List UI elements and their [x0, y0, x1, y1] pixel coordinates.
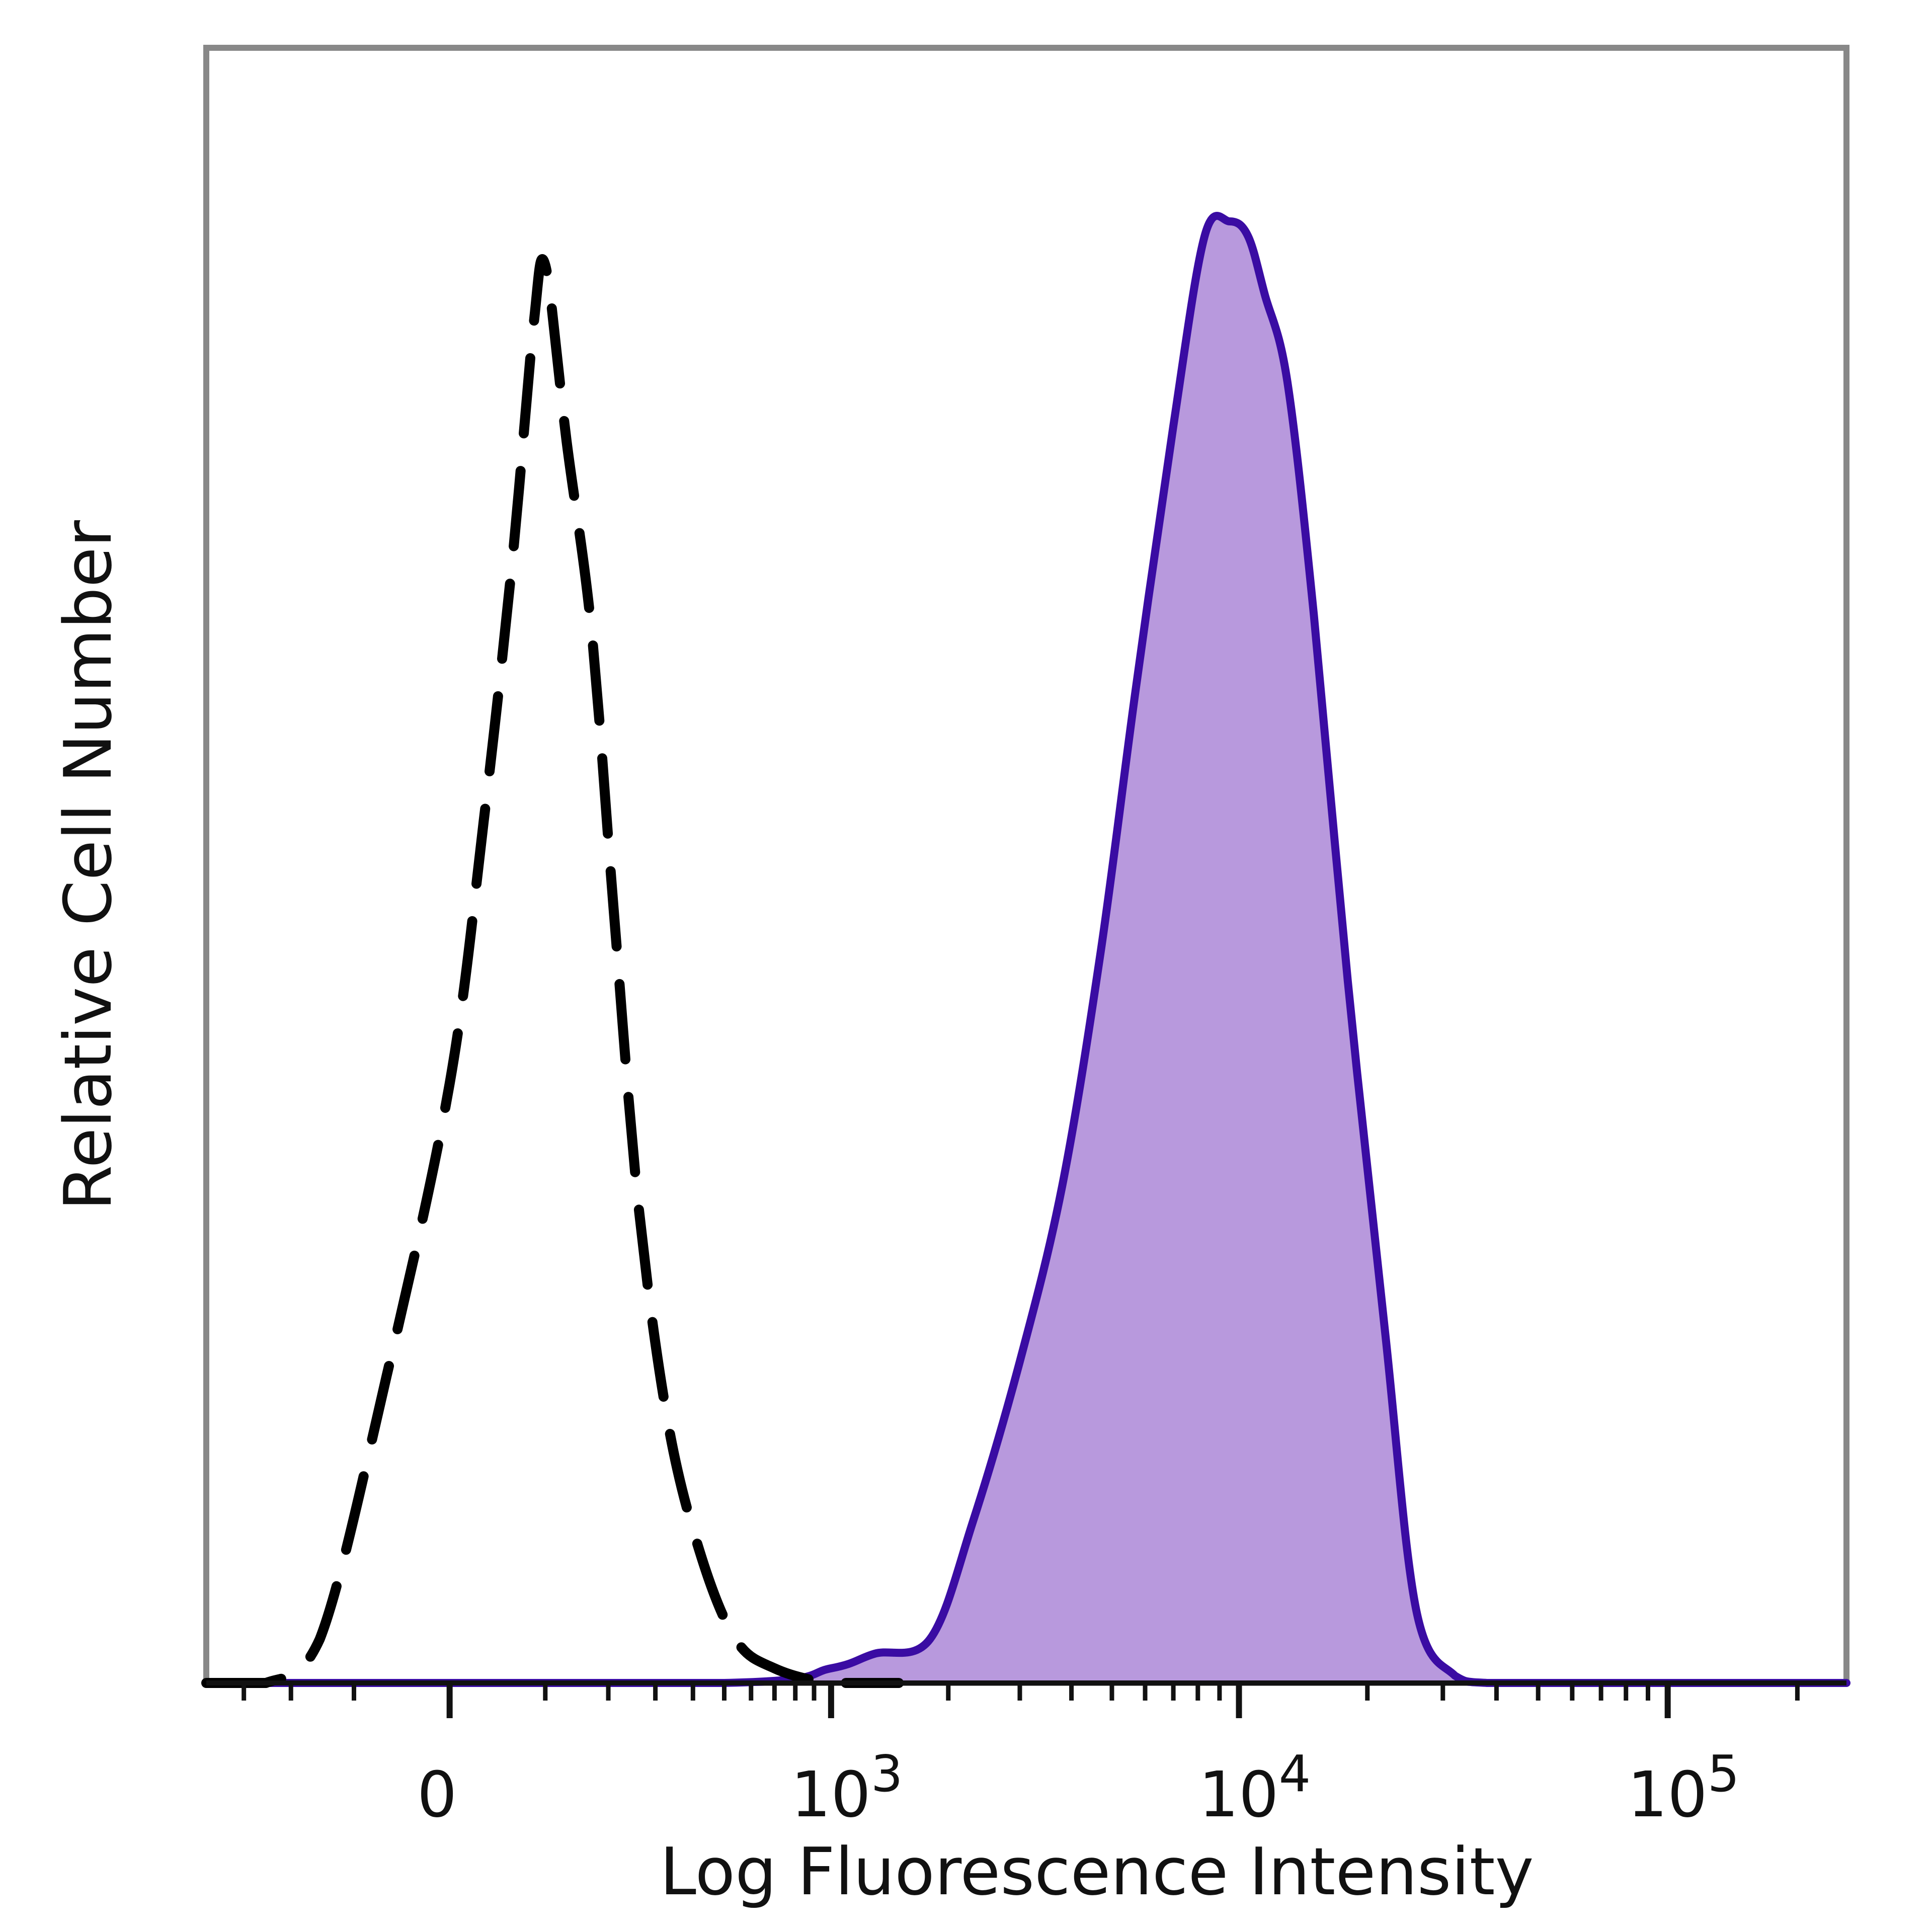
series-1-area — [206, 216, 1846, 1683]
x-axis-title: Log Fluorescence Intensity — [660, 1833, 1534, 1910]
series-layer — [201, 212, 1850, 1688]
x-tick-label: 105 — [1628, 1744, 1740, 1831]
y-axis-title: Relative Cell Number — [50, 520, 126, 1211]
x-tick-base: 10 — [1199, 1758, 1279, 1831]
x-tick-label: 0 — [417, 1758, 457, 1831]
x-axis-ticks: 0 103 104 105 — [242, 1683, 1800, 1831]
x-tick-exponent: 3 — [871, 1744, 903, 1803]
x-tick-exponent: 5 — [1708, 1744, 1740, 1803]
x-tick-base: 10 — [1628, 1758, 1708, 1831]
x-tick-exponent: 4 — [1279, 1744, 1311, 1803]
series-1-line — [202, 212, 1850, 1687]
x-tick-label: 104 — [1199, 1744, 1311, 1831]
x-tick-base: 10 — [791, 1758, 871, 1831]
series-0-line — [201, 254, 904, 1688]
x-tick-label: 103 — [791, 1744, 903, 1831]
